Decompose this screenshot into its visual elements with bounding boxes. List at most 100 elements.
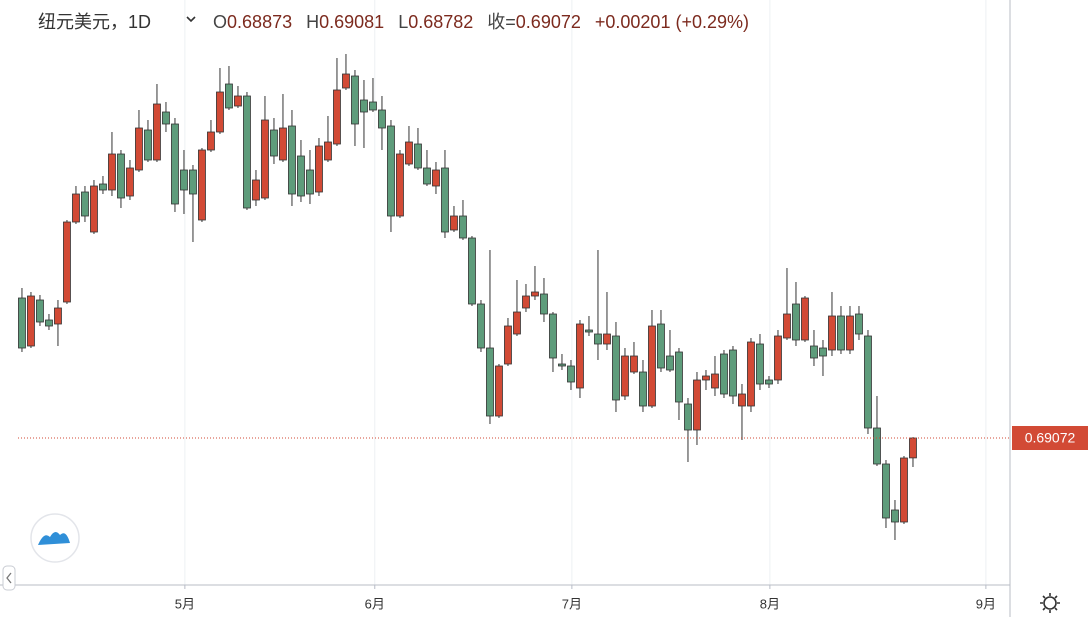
candle-body — [387, 125, 395, 217]
candle-body — [333, 89, 341, 145]
settings-icon-spokes — [1040, 593, 1060, 613]
candle-body — [423, 167, 431, 185]
ohlc-value: 0.69081 — [319, 12, 384, 32]
candle-body — [810, 345, 818, 359]
candle-body — [54, 307, 62, 325]
candle-body — [648, 325, 656, 407]
candle-body — [594, 333, 602, 345]
candle-body — [99, 183, 107, 191]
candle-body — [801, 297, 809, 341]
candle-body — [36, 299, 44, 323]
candle-body — [630, 355, 638, 373]
candle-body — [315, 145, 323, 193]
candle-body — [189, 169, 197, 195]
candle-body — [351, 75, 359, 125]
candle-body — [693, 379, 701, 431]
candle-body — [252, 179, 260, 201]
candle-body — [18, 297, 26, 349]
candle-body — [684, 403, 692, 431]
candle-body — [81, 191, 89, 217]
candle-body — [405, 141, 413, 165]
candle-body — [450, 215, 458, 231]
collapse-icon — [6, 572, 12, 584]
candle-body — [783, 313, 791, 339]
candle-body — [738, 393, 746, 407]
candle-body — [828, 315, 836, 351]
chart-header: 纽元美元，1D O0.68873 H0.69081 L0.68782 收=0.69072… — [38, 12, 749, 32]
settings-icon — [1043, 596, 1057, 610]
candle-body — [306, 169, 314, 195]
x-tick-label: 5月 — [175, 596, 195, 611]
candle-body — [621, 355, 629, 397]
candle-body — [855, 313, 863, 335]
candle-body — [711, 373, 719, 389]
candle-body — [864, 335, 872, 429]
candle-body — [747, 341, 755, 407]
candle-layer — [18, 54, 917, 540]
candle-body — [774, 335, 782, 381]
candle-body — [279, 127, 287, 161]
ohlc-value: 0.68873 — [227, 12, 292, 32]
candle-body — [198, 149, 206, 221]
candle-body — [243, 95, 251, 209]
candle-body — [225, 83, 233, 109]
candle-body — [639, 371, 647, 407]
ohlc-value: 0.69072 — [516, 12, 581, 32]
candle-body — [45, 319, 53, 327]
candle-body — [432, 169, 440, 187]
collapse-button[interactable] — [2, 565, 16, 591]
candle-body — [27, 295, 35, 347]
candle-body — [126, 167, 134, 197]
candle-body — [531, 291, 539, 297]
candle-body — [468, 237, 476, 305]
candle-body — [900, 457, 908, 523]
candle-body — [288, 125, 296, 195]
candle-body — [549, 313, 557, 359]
candle-body — [486, 347, 494, 417]
grid-layer — [184, 0, 987, 589]
candle-body — [504, 325, 512, 365]
candle-body — [297, 155, 305, 197]
interval-dropdown[interactable] — [186, 16, 196, 23]
last-price-label: 0.69072 — [1025, 430, 1076, 446]
candle-body — [792, 303, 800, 341]
ohlc-value: 0.68782 — [408, 12, 473, 32]
x-tick-label: 7月 — [562, 596, 582, 611]
ohlc-key: L — [398, 12, 408, 32]
candle-body — [666, 355, 674, 371]
x-tick-label: 6月 — [365, 596, 385, 611]
candle-body — [756, 343, 764, 385]
ohlc-key: O — [213, 12, 227, 32]
settings-button[interactable] — [1040, 593, 1060, 613]
x-tick-label: 9月 — [976, 596, 996, 611]
ohlc-key: 收= — [487, 12, 516, 32]
candle-body — [558, 363, 566, 367]
candle-body — [207, 131, 215, 151]
candle-body — [576, 323, 584, 389]
candle-body — [135, 127, 143, 171]
candle-body — [873, 427, 881, 465]
candle-body — [324, 141, 332, 161]
candle-body — [171, 123, 179, 205]
candle-body — [837, 315, 845, 351]
candle-body — [369, 101, 377, 111]
candle-body — [522, 295, 530, 309]
candle-body — [702, 375, 710, 381]
ohlc-key: H — [306, 12, 319, 32]
candle-body — [729, 349, 737, 397]
candle-body — [180, 169, 188, 191]
candle-body — [378, 109, 386, 129]
candle-body — [396, 153, 404, 217]
candle-body — [585, 329, 593, 333]
candle-body — [153, 103, 161, 161]
last-price-tag — [1012, 426, 1088, 450]
candle-body — [261, 119, 269, 199]
candle-body — [567, 365, 575, 383]
candle-body — [675, 351, 683, 403]
candle-body — [360, 99, 368, 113]
candle-body — [72, 193, 80, 223]
candle-body — [414, 143, 422, 169]
candle-body — [657, 323, 665, 369]
